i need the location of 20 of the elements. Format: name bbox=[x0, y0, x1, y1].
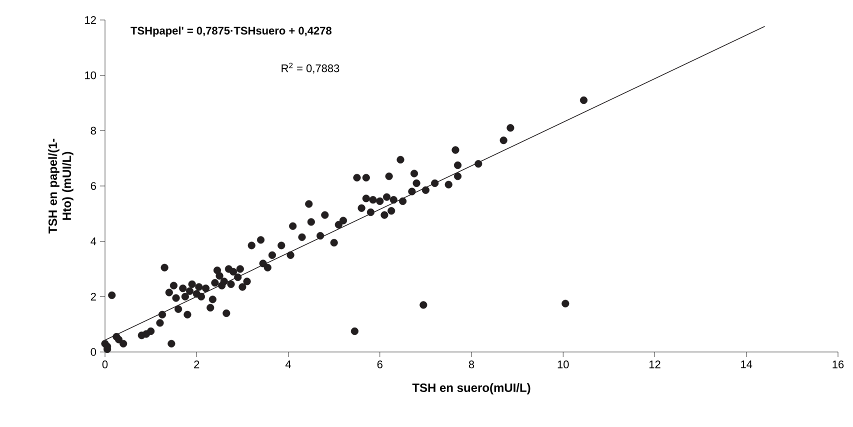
y-tick-label: 0 bbox=[90, 348, 96, 356]
x-axis-title: TSH en suero(mUI/L) bbox=[412, 383, 530, 394]
y-tick-label: 8 bbox=[90, 126, 96, 135]
y-tick-label: 12 bbox=[85, 16, 96, 24]
y-tick-label: 10 bbox=[85, 71, 96, 80]
y-tick-label: 6 bbox=[90, 182, 96, 190]
x-tick-label: 4 bbox=[285, 360, 291, 368]
x-tick-label: 2 bbox=[194, 360, 200, 368]
annotation: R$^{2}$ = 0,7883 bbox=[282, 62, 340, 74]
x-tick-label: 10 bbox=[558, 360, 569, 368]
x-tick-label: 8 bbox=[468, 360, 474, 368]
x-tick-label: 6 bbox=[377, 360, 382, 368]
y-tick-label: 4 bbox=[90, 238, 96, 246]
x-tick-label: 12 bbox=[649, 360, 660, 368]
y-tick-label: 2 bbox=[90, 292, 96, 300]
x-tick-label: 16 bbox=[832, 360, 844, 368]
x-tick-label: 14 bbox=[741, 360, 752, 368]
annotation: TSHpapel' = 0,7875·TSHsuero + 0,4278 bbox=[130, 26, 332, 37]
y-axis-title: TSH en papel/(1-Hto) (mUI/L) bbox=[48, 138, 74, 234]
x-tick-label: 0 bbox=[102, 360, 108, 368]
